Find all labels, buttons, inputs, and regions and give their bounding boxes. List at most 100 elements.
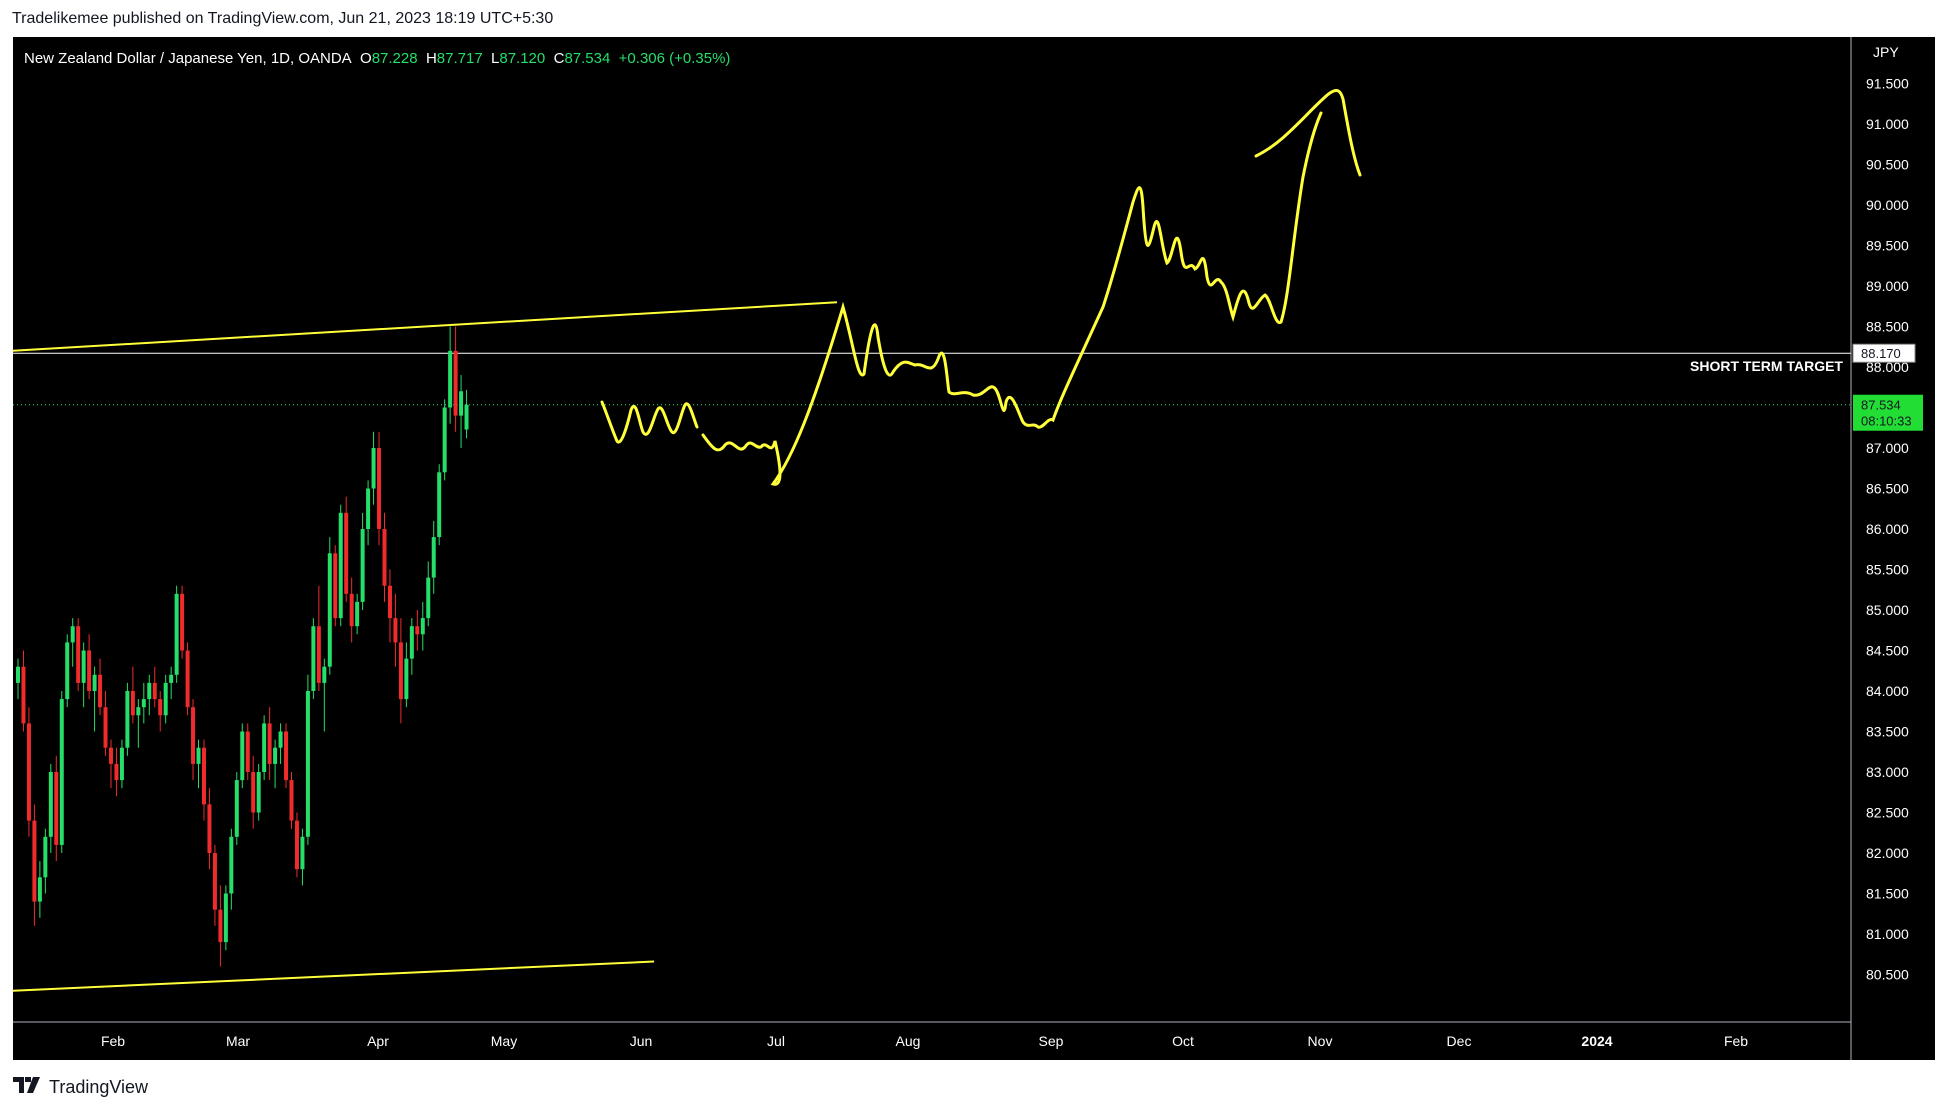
candle-body <box>48 772 53 837</box>
candle-body <box>234 780 239 837</box>
open-label: O <box>360 50 372 67</box>
x-tick-label: Dec <box>1447 1033 1472 1049</box>
candle-body <box>300 836 305 870</box>
tradingview-brand: TradingView <box>49 1077 149 1097</box>
candle-body <box>349 593 354 627</box>
candle-body <box>426 577 431 619</box>
candle-body <box>152 682 157 700</box>
target-price-badge <box>1852 343 1916 363</box>
candle-body <box>125 691 130 748</box>
target-price-value: 88.170 <box>1861 346 1901 361</box>
candle-body <box>442 407 447 473</box>
y-tick-label: 84.000 <box>1866 683 1909 699</box>
candle-body <box>114 763 119 781</box>
candle-body <box>43 836 48 878</box>
candle-body <box>180 593 185 651</box>
y-tick-label: 80.500 <box>1866 967 1909 983</box>
tradingview-logo-icon <box>13 1077 43 1098</box>
y-tick-label: 82.000 <box>1866 845 1909 861</box>
candle-body <box>163 682 168 716</box>
x-tick-label: Jul <box>767 1033 785 1049</box>
candle-body <box>294 820 299 870</box>
candle-body <box>448 350 453 408</box>
candle-body <box>130 691 135 716</box>
channel-upper-line <box>13 301 838 352</box>
candle-body <box>141 699 146 708</box>
candle-body <box>136 707 141 716</box>
candle-body <box>437 472 442 538</box>
low-label: L <box>491 50 500 67</box>
candle-body <box>59 699 64 845</box>
candle-body <box>338 512 343 619</box>
candle-body <box>409 626 414 659</box>
candle-body <box>174 593 179 675</box>
y-tick-label: 87.000 <box>1866 440 1909 456</box>
candle-body <box>223 893 228 943</box>
x-tick-label: Aug <box>896 1033 921 1049</box>
candle-body <box>245 731 250 772</box>
y-tick-label: 86.000 <box>1866 521 1909 537</box>
candle-body <box>32 820 37 902</box>
candle-body <box>37 877 42 902</box>
y-tick-label: 85.000 <box>1866 602 1909 618</box>
candle-body <box>464 404 469 430</box>
y-tick-label: 88.000 <box>1866 359 1909 375</box>
candle-body <box>256 772 261 813</box>
candle-body <box>377 448 382 529</box>
candle-body <box>289 780 294 821</box>
candle-body <box>70 626 75 643</box>
forecast-arrow-head <box>1254 89 1362 177</box>
open-value: 87.228 <box>371 50 418 67</box>
candle-body <box>420 618 425 635</box>
last-price-value: 87.534 <box>1861 398 1901 413</box>
candle-body <box>191 707 196 764</box>
candle-body <box>201 747 206 805</box>
x-tick-label: Feb <box>101 1033 125 1049</box>
candle-body <box>65 642 70 700</box>
y-tick-label: 83.500 <box>1866 724 1909 740</box>
candle-body <box>371 448 376 489</box>
price-chart[interactable]: JPY 91.500 91.000 90.500 90.000 89.500 89.000 8… <box>13 37 1935 1060</box>
candle-body <box>459 391 464 416</box>
high-label: H <box>425 50 437 67</box>
candle-body <box>212 853 217 910</box>
candle-body <box>366 488 371 529</box>
candle-body <box>87 650 92 691</box>
candle-body <box>240 731 245 781</box>
x-tick-label: 2024 <box>1581 1033 1612 1049</box>
candle-body <box>169 674 174 683</box>
close-value: 87.534 <box>564 50 611 67</box>
chart-area[interactable]: JPY 91.500 91.000 90.500 90.000 89.500 89.000 8… <box>13 37 1935 1060</box>
candle-body <box>229 836 234 894</box>
y-tick-label: 91.000 <box>1866 116 1909 132</box>
x-tick-label: Apr <box>367 1033 389 1049</box>
candle-body <box>311 626 316 691</box>
candle-body <box>327 553 332 667</box>
candle-body <box>218 909 223 943</box>
candle-body <box>81 650 86 683</box>
y-tick-label: 89.500 <box>1866 238 1909 254</box>
y-tick-label: 81.000 <box>1866 926 1909 942</box>
y-tick-label: 91.500 <box>1866 76 1909 92</box>
candle-body <box>196 747 201 764</box>
candle-body <box>98 674 103 708</box>
forecast-path-2 <box>701 111 1323 486</box>
candle-body <box>284 731 289 781</box>
candle-body <box>103 707 108 748</box>
candle-body <box>108 747 113 764</box>
candle-body <box>404 658 409 700</box>
candle-body <box>322 666 327 683</box>
x-tick-label: May <box>491 1033 517 1049</box>
candle-body <box>393 618 398 643</box>
forecast-path-1 <box>600 400 699 444</box>
candle-body <box>54 772 59 845</box>
candle-body <box>305 691 310 837</box>
y-tick-label: 86.500 <box>1866 481 1909 497</box>
candle-body <box>387 585 392 619</box>
y-tick-label: 90.000 <box>1866 197 1909 213</box>
x-tick-label: Mar <box>226 1033 250 1049</box>
candle-body <box>147 682 152 700</box>
low-value: 87.120 <box>499 50 546 67</box>
candle-body <box>382 529 387 586</box>
x-tick-label: Nov <box>1308 1033 1333 1049</box>
